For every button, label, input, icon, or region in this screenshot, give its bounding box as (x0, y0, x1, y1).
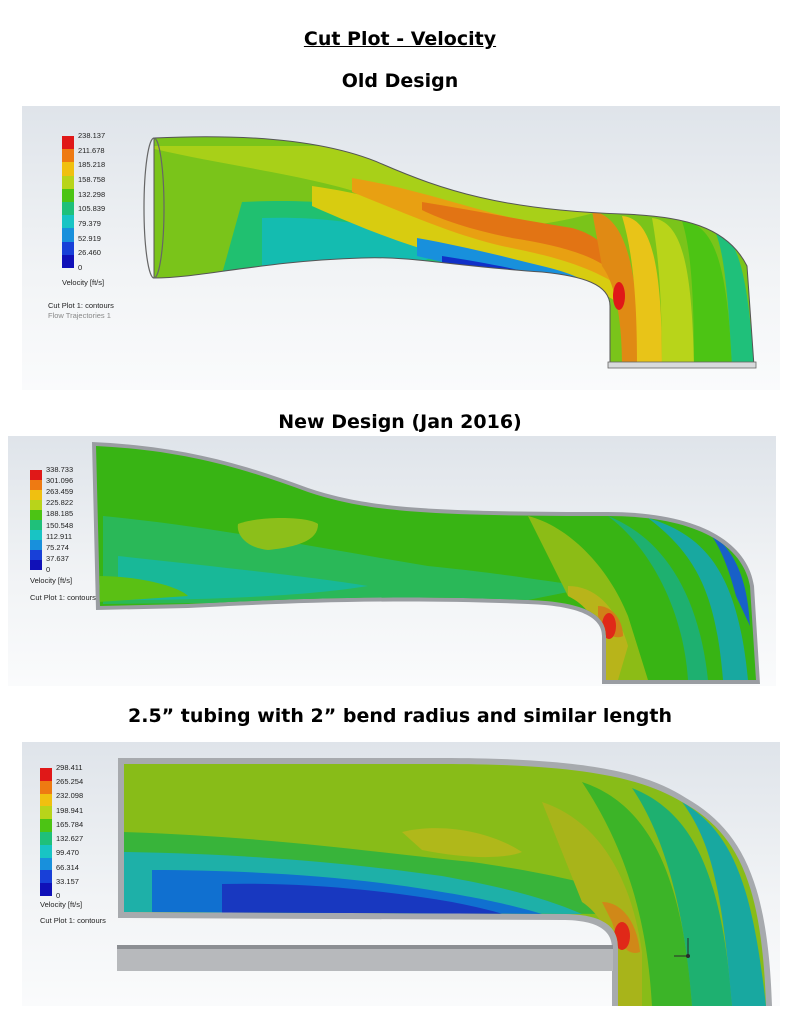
legend-tick-label: 263.459 (46, 487, 74, 497)
legend-swatch (30, 550, 42, 560)
legend-swatch (40, 806, 52, 820)
legend-tick-label: 188.185 (46, 509, 74, 519)
legend-colorbar (30, 470, 42, 570)
new-design-contour-svg (92, 442, 760, 684)
legend-swatch (30, 470, 42, 480)
legend-tick-label: 238.137 (78, 131, 106, 140)
legend-swatch (62, 215, 74, 229)
legend-title: Velocity [ft/s] (40, 900, 83, 909)
legend-swatch (62, 149, 74, 163)
tubing-design-heading: 2.5” tubing with 2” bend radius and simi… (128, 705, 672, 727)
legend-tick-label: 66.314 (56, 862, 79, 872)
flow-trajectories-caption: Flow Trajectories 1 (48, 311, 111, 320)
cut-plot-caption: Cut Plot 1: contours (48, 301, 114, 310)
legend-swatch (62, 241, 74, 255)
legend-tick-label: 0 (46, 565, 51, 574)
legend-tick-label: 37.637 (46, 553, 69, 563)
legend-tick-label: 165.784 (56, 819, 84, 829)
legend-tick-label: 105.839 (78, 204, 106, 214)
legend-swatch (62, 201, 74, 216)
cut-plot-caption: Cut Plot 1: contours (40, 916, 106, 925)
legend-swatch (30, 490, 42, 500)
legend-tick-label: 150.548 (46, 520, 74, 530)
old-design-contour-svg (143, 136, 757, 369)
legend-swatch (30, 530, 42, 540)
legend-swatch (30, 510, 42, 520)
legend-tick-label: 33.157 (56, 876, 79, 886)
legend-tick-label: 232.098 (56, 791, 84, 801)
legend-swatch (62, 188, 74, 202)
old-design-plot: Velocity [ft/s] Cut Plot 1: contours Flo… (22, 106, 780, 390)
legend-swatch (40, 780, 52, 794)
old-design-heading: Old Design (341, 70, 459, 92)
legend-tick-label: 99.470 (56, 848, 79, 858)
legend-swatch (30, 560, 42, 570)
legend-tick-label: 225.822 (46, 498, 74, 508)
legend-colorbar (40, 768, 52, 896)
legend-swatch (40, 857, 52, 871)
legend-swatch (62, 175, 74, 189)
legend-tick-label: 79.379 (78, 219, 101, 228)
new-design-heading: New Design (Jan 2016) (278, 411, 522, 433)
legend-swatch (40, 870, 52, 884)
axis-triad (674, 938, 690, 958)
legend-swatch (30, 520, 42, 530)
legend-tick-label: 185.218 (78, 160, 106, 170)
legend-tick-label: 198.941 (56, 805, 84, 815)
legend-title: Velocity [ft/s] (30, 576, 73, 585)
legend-tick-label: 298.411 (56, 763, 83, 772)
legend-tick-label: 0 (56, 891, 61, 900)
page-title: Cut Plot - Velocity (303, 28, 497, 50)
legend-swatch (40, 793, 52, 807)
legend-swatch (40, 844, 52, 858)
legend-swatch (30, 480, 42, 490)
legend-tick-label: 265.254 (56, 777, 84, 787)
legend-tick-label: 338.733 (46, 465, 74, 474)
legend-swatch (62, 228, 74, 242)
legend-tick-label: 132.627 (56, 834, 84, 844)
tubing-design-contour-svg (117, 758, 772, 1006)
legend-tick-label: 52.919 (78, 233, 101, 243)
legend-swatch (40, 768, 52, 781)
legend-tick-label: 0 (78, 263, 83, 272)
legend-swatch (30, 500, 42, 510)
tubing-design-plot: Velocity [ft/s] Cut Plot 1: contours 298… (22, 742, 780, 1006)
legend-tick-label: 158.758 (78, 175, 106, 184)
legend-swatch (62, 254, 74, 268)
cut-plot-caption: Cut Plot 1: contours (30, 593, 96, 602)
legend-title: Velocity [ft/s] (62, 278, 105, 287)
legend-colorbar (62, 136, 74, 268)
legend-swatch (40, 819, 52, 832)
legend-tick-label: 211.678 (78, 145, 105, 155)
legend-tick-label: 301.096 (46, 476, 74, 486)
legend-tick-label: 26.460 (78, 248, 101, 258)
legend-swatch (40, 883, 52, 896)
legend-swatch (40, 831, 52, 845)
legend-swatch (62, 162, 74, 176)
legend-tick-label: 112.911 (46, 531, 72, 541)
legend-tick-label: 132.298 (78, 189, 106, 199)
legend-tick-label: 75.274 (46, 542, 69, 552)
new-design-plot: Velocity [ft/s] Cut Plot 1: contours 338… (8, 436, 776, 686)
legend-swatch (30, 540, 42, 550)
legend-swatch (62, 136, 74, 150)
